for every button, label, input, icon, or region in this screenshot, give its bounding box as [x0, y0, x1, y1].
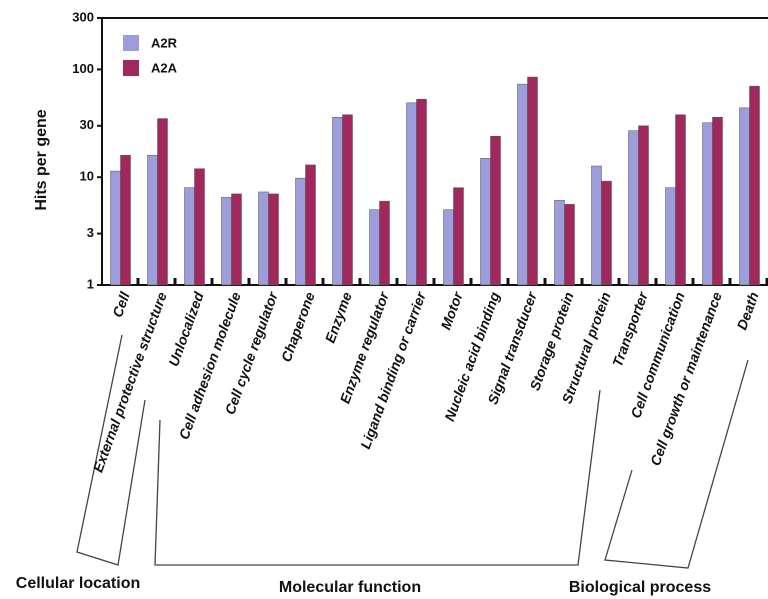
x-tick-label: Death [733, 290, 761, 332]
y-tick-label: 30 [80, 117, 94, 132]
y-tick-label: 3 [87, 225, 94, 240]
group-label: Biological process [569, 579, 711, 596]
y-tick-label: 300 [72, 9, 94, 24]
bar [332, 117, 343, 286]
bar [490, 135, 501, 286]
bar [638, 125, 649, 286]
group-label: Cellular location [16, 575, 140, 592]
bar [702, 122, 713, 286]
bar [258, 191, 269, 286]
bar [379, 200, 390, 286]
x-tick-label: Chaperone [278, 290, 318, 364]
y-tick-label: 1 [87, 276, 94, 291]
bar [342, 114, 353, 286]
legend-swatch [123, 35, 139, 51]
x-tick-label: Unlocalized [165, 289, 207, 368]
bar [628, 130, 639, 286]
y-tick-label: 100 [72, 61, 94, 76]
group-label: Molecular function [279, 579, 421, 596]
bar [453, 187, 464, 286]
bar [120, 154, 131, 286]
legend-label: A2R [151, 35, 178, 50]
bar [601, 180, 612, 286]
bar [184, 187, 195, 286]
legend-label: A2A [151, 60, 178, 75]
bar [443, 209, 454, 286]
bar [554, 200, 565, 286]
bar [564, 204, 575, 286]
bar [369, 209, 380, 286]
bar [194, 168, 205, 286]
y-axis-label: Hits per gene [33, 109, 50, 210]
bar [295, 177, 306, 286]
bar [416, 98, 427, 286]
bar [268, 193, 279, 286]
bar [305, 164, 316, 286]
bar [665, 187, 676, 286]
bar [517, 83, 528, 286]
bar [591, 165, 602, 286]
group-brackets [76, 334, 749, 569]
bracket [76, 334, 146, 566]
x-tick-label: Cell growth or maintenance [647, 290, 725, 468]
bar [231, 193, 242, 286]
y-tick-label: 10 [80, 169, 94, 184]
bar [157, 118, 168, 286]
x-tick-label: External protective structure [90, 290, 170, 475]
bar [406, 102, 417, 286]
bar [110, 170, 121, 286]
bar [147, 154, 158, 286]
bar [527, 76, 538, 286]
bar [739, 107, 750, 286]
bracket [154, 389, 601, 566]
bar [675, 114, 686, 286]
x-tick-label: Cell [109, 289, 133, 320]
bar [749, 85, 760, 286]
bracket [604, 359, 749, 569]
bar [480, 157, 491, 286]
x-tick-label: Motor [437, 288, 466, 331]
legend-swatch [123, 60, 139, 76]
x-tick-label: Transporter [609, 288, 651, 369]
x-tick-label: Enzyme [322, 290, 355, 345]
bar [221, 197, 232, 286]
bar [712, 117, 723, 286]
